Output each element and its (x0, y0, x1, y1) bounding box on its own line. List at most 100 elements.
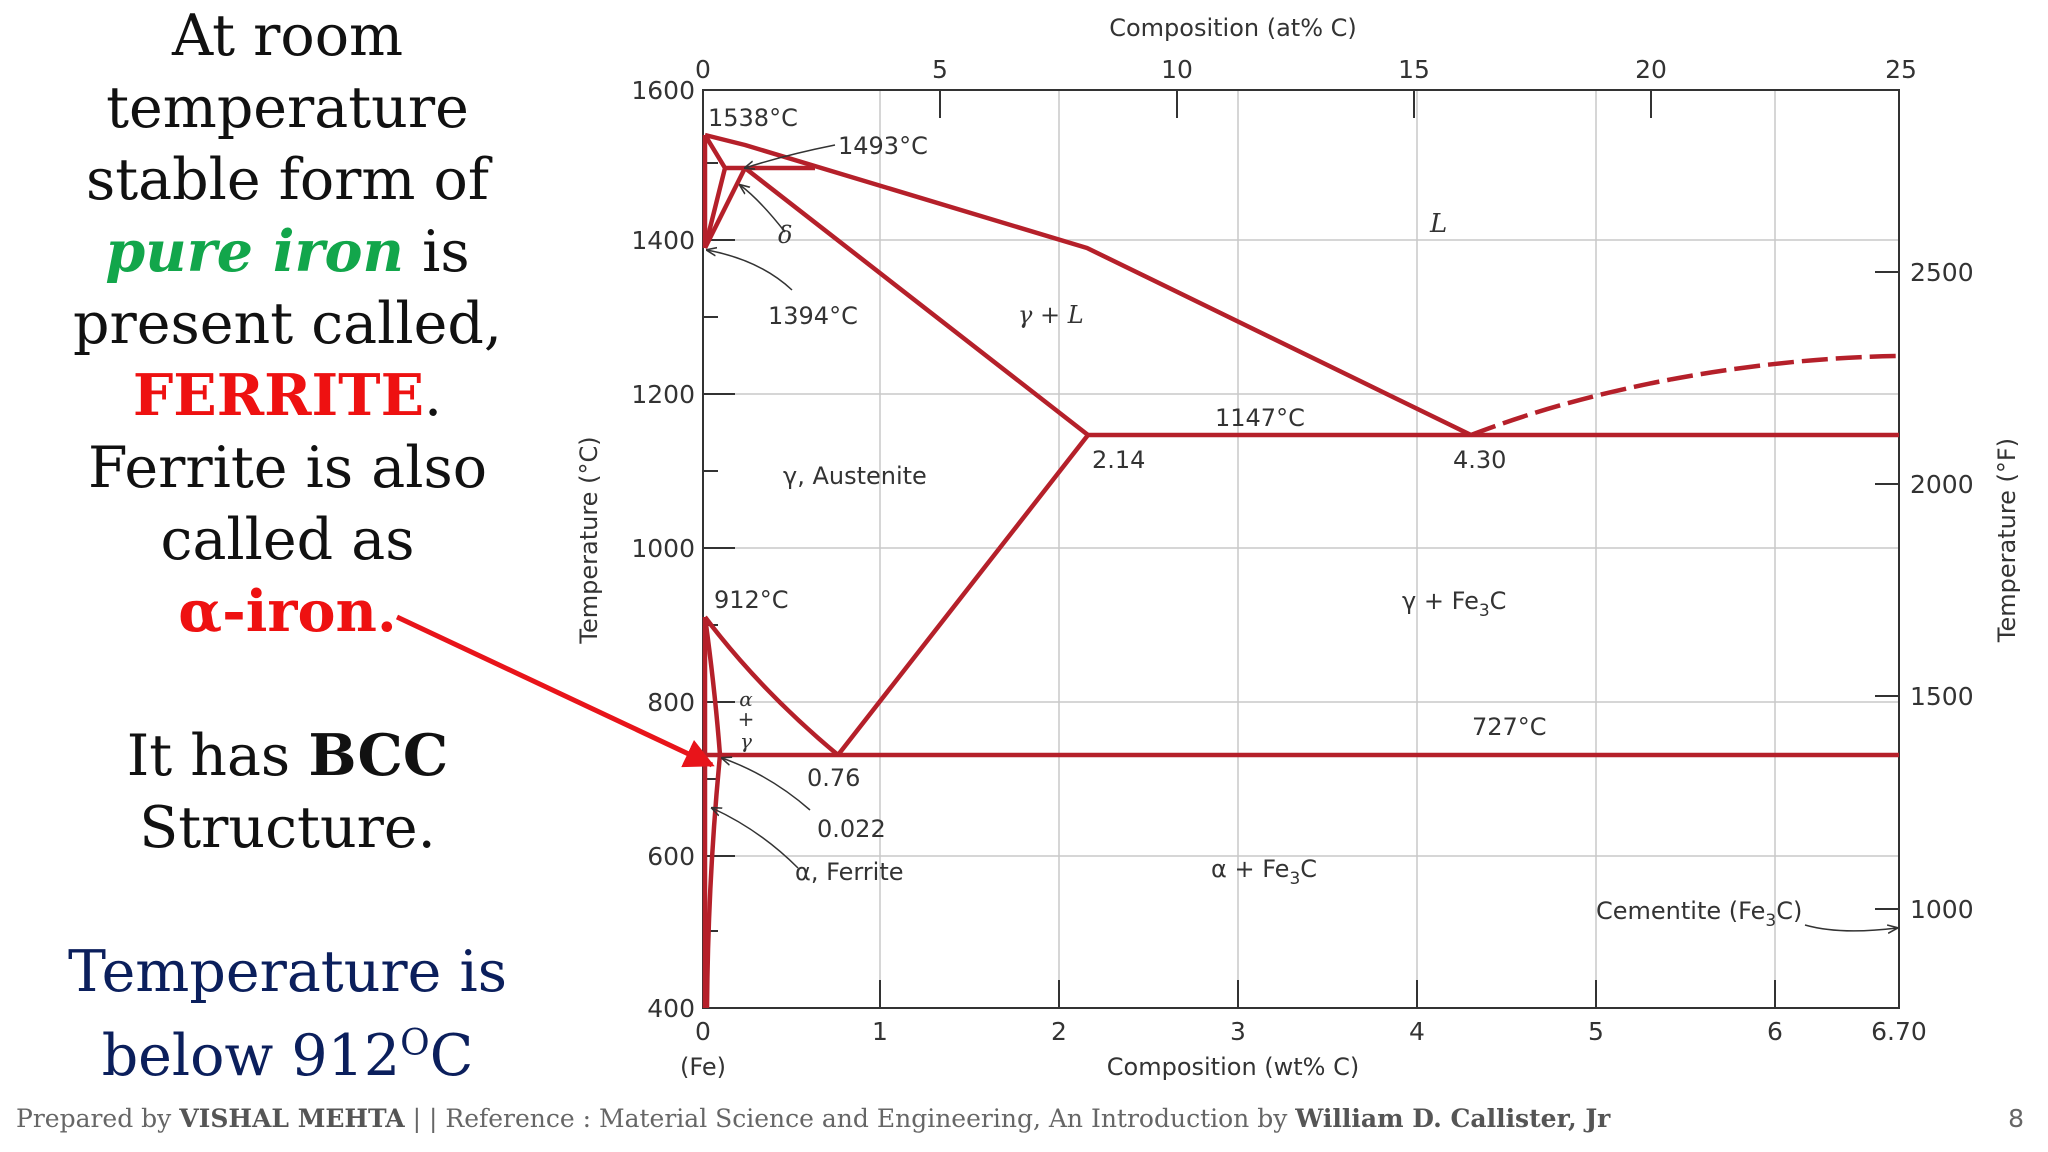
label-delta: δ (778, 221, 792, 249)
footer-text: Prepared by (16, 1104, 180, 1133)
label-liquid: L (1429, 209, 1447, 239)
text-line: below 912OC (40, 1008, 535, 1092)
top-tick-label: 10 (1161, 55, 1193, 84)
footer-author: VISHAL MEHTA (179, 1104, 405, 1133)
right-tick-label: 1000 (1910, 895, 1974, 924)
label-fragment: C (1300, 855, 1317, 883)
alpha-gamma-upper (703, 615, 840, 757)
alpha-iron-pointer-arrow (395, 614, 715, 768)
text-line: called as (160, 507, 415, 573)
label-912: 912°C (714, 586, 789, 614)
text-fragment: It has (126, 723, 309, 789)
page-number: 8 (2008, 1104, 2024, 1133)
bottom-axis-ticks (879, 980, 1776, 1008)
footer-text: | | Reference : Material Science and Eng… (404, 1104, 1296, 1133)
alpha-iron-highlight: α-iron. (178, 578, 397, 645)
label-0-76: 0.76 (807, 764, 860, 792)
left-tick-label: 600 (647, 842, 695, 871)
left-tick-label: 1200 (631, 380, 695, 409)
label-fragment: Cementite (Fe (1596, 897, 1765, 925)
top-tick-label: 0 (695, 55, 711, 84)
label-1538: 1538°C (708, 104, 798, 132)
top-tick-label: 5 (932, 55, 948, 84)
text-line: stable form of (86, 147, 489, 213)
label-2-14: 2.14 (1092, 446, 1145, 474)
label-4-30: 4.30 (1453, 446, 1506, 474)
top-axis-ticks (939, 90, 1652, 118)
label-fragment: 3 (1289, 869, 1300, 889)
text-line: pure iron is (40, 216, 535, 288)
label-gamma-fe3c: γ + Fe3C (1402, 587, 1506, 621)
phase-boundaries (702, 132, 1899, 1009)
left-tick-label: 800 (647, 688, 695, 717)
label-plus-small: + (738, 707, 755, 731)
bcc-highlight: BCC (308, 722, 449, 789)
left-tick-label: 1600 (631, 76, 695, 105)
bottom-tick-label: 6.70 (1871, 1017, 1927, 1046)
bottom-tick-label: 0 (695, 1017, 711, 1046)
label-ferrite: α, Ferrite (795, 858, 904, 886)
top-tick-label: 15 (1398, 55, 1430, 84)
text-fragment: is (403, 219, 470, 285)
text-line: At room (171, 3, 404, 69)
right-tick-label: 2000 (1910, 470, 1974, 499)
right-axis-ticks (1875, 271, 1899, 910)
text-line: temperature (106, 75, 469, 141)
label-cementite: Cementite (Fe3C) (1596, 897, 1802, 931)
label-gamma-liquid: γ + L (1018, 301, 1084, 329)
bottom-tick-label: 4 (1409, 1017, 1425, 1046)
label-727: 727°C (1472, 713, 1547, 741)
delta-gamma-boundary (702, 166, 748, 250)
liquidus-line (704, 132, 1472, 438)
leader-lines (707, 144, 1897, 931)
tick-labels: 0 5 10 15 20 25 0 1 2 3 4 5 6 6.70 400 6… (631, 55, 1973, 1046)
axis-labels: Composition (at% C) Composition (wt% C) … (575, 14, 2021, 1081)
label-austenite: γ, Austenite (783, 462, 927, 490)
left-tick-label: 1400 (631, 226, 695, 255)
text-line: FERRITE. (40, 360, 535, 432)
label-fragment: C (1490, 587, 1507, 615)
phase-labels: 1538°C 1493°C δ 1394°C L γ + L 1147°C 2.… (708, 104, 1802, 931)
text-line: Ferrite is also (87, 435, 488, 501)
text-line: Structure. (139, 795, 436, 861)
label-1394: 1394°C (768, 302, 858, 330)
label-alpha-small: α (739, 687, 753, 711)
top-tick-label: 20 (1635, 55, 1667, 84)
label-fragment: γ + Fe (1402, 587, 1479, 615)
right-axis-label: Temperature (°F) (1993, 438, 2021, 643)
slide-footer: Prepared by VISHAL MEHTA | | Reference :… (16, 1104, 1996, 1133)
text-fragment: below 912 (101, 1023, 401, 1089)
label-fragment: 3 (1479, 601, 1490, 621)
left-tick-label: 400 (647, 994, 695, 1023)
explanation-text: At room temperature stable form of pure … (40, 0, 535, 1092)
bottom-axis-label: Composition (wt% C) (1107, 1053, 1359, 1081)
label-fragment: α + Fe (1211, 855, 1289, 883)
label-1493: 1493°C (838, 132, 928, 160)
text-line: Temperature is (67, 939, 508, 1005)
label-1147: 1147°C (1215, 404, 1305, 432)
dashed-boundary (1470, 353, 1900, 438)
text-fragment: O (400, 1023, 430, 1064)
label-fragment: C) (1776, 897, 1802, 925)
text-line: present called, (73, 291, 502, 357)
bottom-tick-label: 6 (1767, 1017, 1783, 1046)
left-axis-label: Temperature (°C) (575, 436, 603, 644)
ferrite-solvus (704, 754, 723, 1009)
grid (703, 90, 1899, 1008)
text-line: It has BCC (40, 720, 535, 792)
ferrite-highlight: FERRITE (132, 362, 425, 429)
bottom-tick-label: 1 (872, 1017, 888, 1046)
text-fragment: C (429, 1023, 474, 1089)
right-tick-label: 2500 (1910, 258, 1974, 287)
bottom-tick-label: 3 (1230, 1017, 1246, 1046)
right-tick-label: 1500 (1910, 682, 1974, 711)
label-gamma-small: γ (740, 729, 752, 753)
label-alpha-fe3c: α + Fe3C (1211, 855, 1317, 889)
top-axis-label: Composition (at% C) (1109, 14, 1357, 42)
footer-book-author: William D. Callister, Jr (1295, 1104, 1611, 1133)
text-fragment: . (424, 363, 443, 429)
bottom-tick-label: 5 (1588, 1017, 1604, 1046)
label-fragment: 3 (1765, 911, 1776, 931)
pure-iron-highlight: pure iron (105, 218, 404, 285)
left-tick-label: 1000 (631, 534, 695, 563)
